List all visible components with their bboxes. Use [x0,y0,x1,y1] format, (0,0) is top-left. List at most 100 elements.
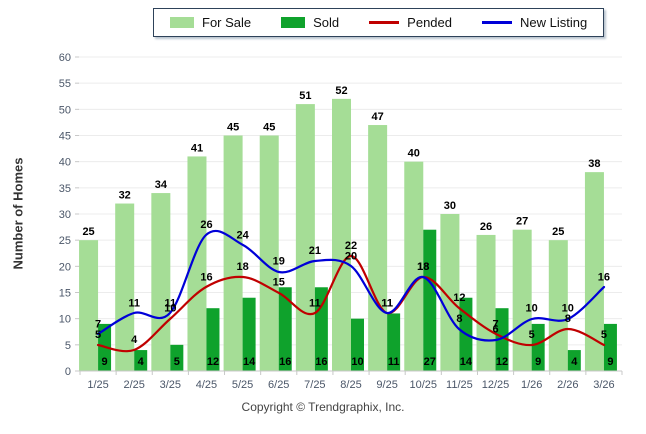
label-for-sale: 51 [299,90,311,102]
label-sold: 4 [138,356,145,368]
bar-for-sale [223,135,243,371]
label-sold: 12 [207,356,219,368]
bar-for-sale [512,229,532,371]
label-sold: 14 [243,356,256,368]
x-tick-label: 9/25 [376,379,397,391]
bar-for-sale [295,104,315,371]
y-tick-label: 5 [65,340,71,352]
bar-for-sale [151,193,171,371]
bar-for-sale [584,172,604,371]
bar-for-sale [187,156,207,371]
label-sold: 11 [388,356,400,368]
y-tick-label: 60 [59,52,71,64]
bar-for-sale [404,161,424,371]
label-new-listing: 11 [165,297,177,309]
label-sold: 4 [571,356,578,368]
bar-for-sale [476,234,496,371]
x-tick-label: 6/25 [268,379,289,391]
line-new-listing [96,229,606,342]
legend-label: Pended [407,15,452,30]
bar-sold [242,297,256,371]
legend-item-sold: Sold [281,15,339,30]
x-tick-label: 12/25 [482,379,510,391]
label-for-sale: 38 [588,158,600,170]
x-tick-label: 7/25 [304,379,325,391]
label-pended: 11 [381,297,393,309]
legend-item-new-listing: New Listing [482,15,587,30]
bar-sold [531,323,545,371]
label-pended: 8 [565,313,571,325]
label-new-listing: 18 [417,261,429,273]
x-tick-label: 4/25 [196,379,217,391]
bar-for-sale [259,135,279,371]
label-for-sale: 41 [191,142,203,154]
y-tick-label: 40 [59,157,71,169]
y-tick-label: 20 [59,261,71,273]
bar-sold [134,350,148,371]
label-pended: 7 [492,318,498,330]
x-tick-label: 8/25 [340,379,361,391]
bar-sold [423,229,437,371]
legend-line-icon [482,21,512,24]
label-sold: 9 [607,356,613,368]
label-pended: 18 [417,261,429,273]
bar-sold [567,350,581,371]
label-sold: 27 [424,356,436,368]
label-pended: 22 [345,240,357,252]
label-for-sale: 30 [444,200,456,212]
legend-swatch-icon [281,17,306,28]
label-for-sale: 45 [263,122,275,134]
label-sold: 16 [279,356,291,368]
label-for-sale: 25 [552,226,564,238]
bar-sold [351,318,364,371]
copyright-text: Copyright © Trendgraphix, Inc. [241,400,405,414]
label-new-listing: 7 [95,318,101,330]
bar-sold [206,308,220,371]
x-tick-label: 2/25 [123,379,144,391]
label-for-sale: 27 [516,216,528,228]
label-pended: 5 [95,329,101,341]
label-pended: 15 [273,277,285,289]
bar-sold [387,313,401,371]
label-sold: 9 [102,356,108,368]
legend: For Sale Sold Pended New Listing [153,8,605,37]
label-sold: 16 [315,356,327,368]
label-new-listing: 21 [309,245,321,257]
y-tick-label: 15 [59,288,71,300]
label-for-sale: 26 [480,221,492,233]
legend-line-icon [369,21,400,24]
label-for-sale: 34 [155,179,168,191]
label-new-listing: 26 [200,219,212,231]
label-new-listing: 11 [381,297,393,309]
bar-for-sale [368,125,388,372]
y-tick-label: 0 [65,366,71,378]
bar-for-sale [79,240,99,371]
label-sold: 14 [460,356,473,368]
y-tick-label: 25 [59,235,71,247]
label-sold: 9 [535,356,541,368]
x-tick-label: 10/25 [410,379,438,391]
legend-item-for-sale: For Sale [170,15,251,30]
label-pended: 10 [164,303,176,315]
label-pended: 18 [236,261,248,273]
label-new-listing: 6 [492,324,498,336]
label-new-listing: 24 [236,229,249,241]
bar-sold [495,308,509,371]
label-sold: 10 [351,356,363,368]
label-pended: 5 [601,329,607,341]
bar-sold [603,323,617,371]
y-tick-label: 30 [59,209,71,221]
label-sold: 12 [496,356,508,368]
label-for-sale: 40 [408,148,420,160]
bar-for-sale [115,203,135,371]
label-new-listing: 20 [345,250,357,262]
legend-item-pended: Pended [369,15,452,30]
y-tick-label: 50 [59,104,71,116]
bar-sold [314,287,328,371]
label-new-listing: 10 [526,303,538,315]
line-pended [96,254,606,353]
label-pended: 5 [529,329,535,341]
x-tick-label: 5/25 [232,379,253,391]
